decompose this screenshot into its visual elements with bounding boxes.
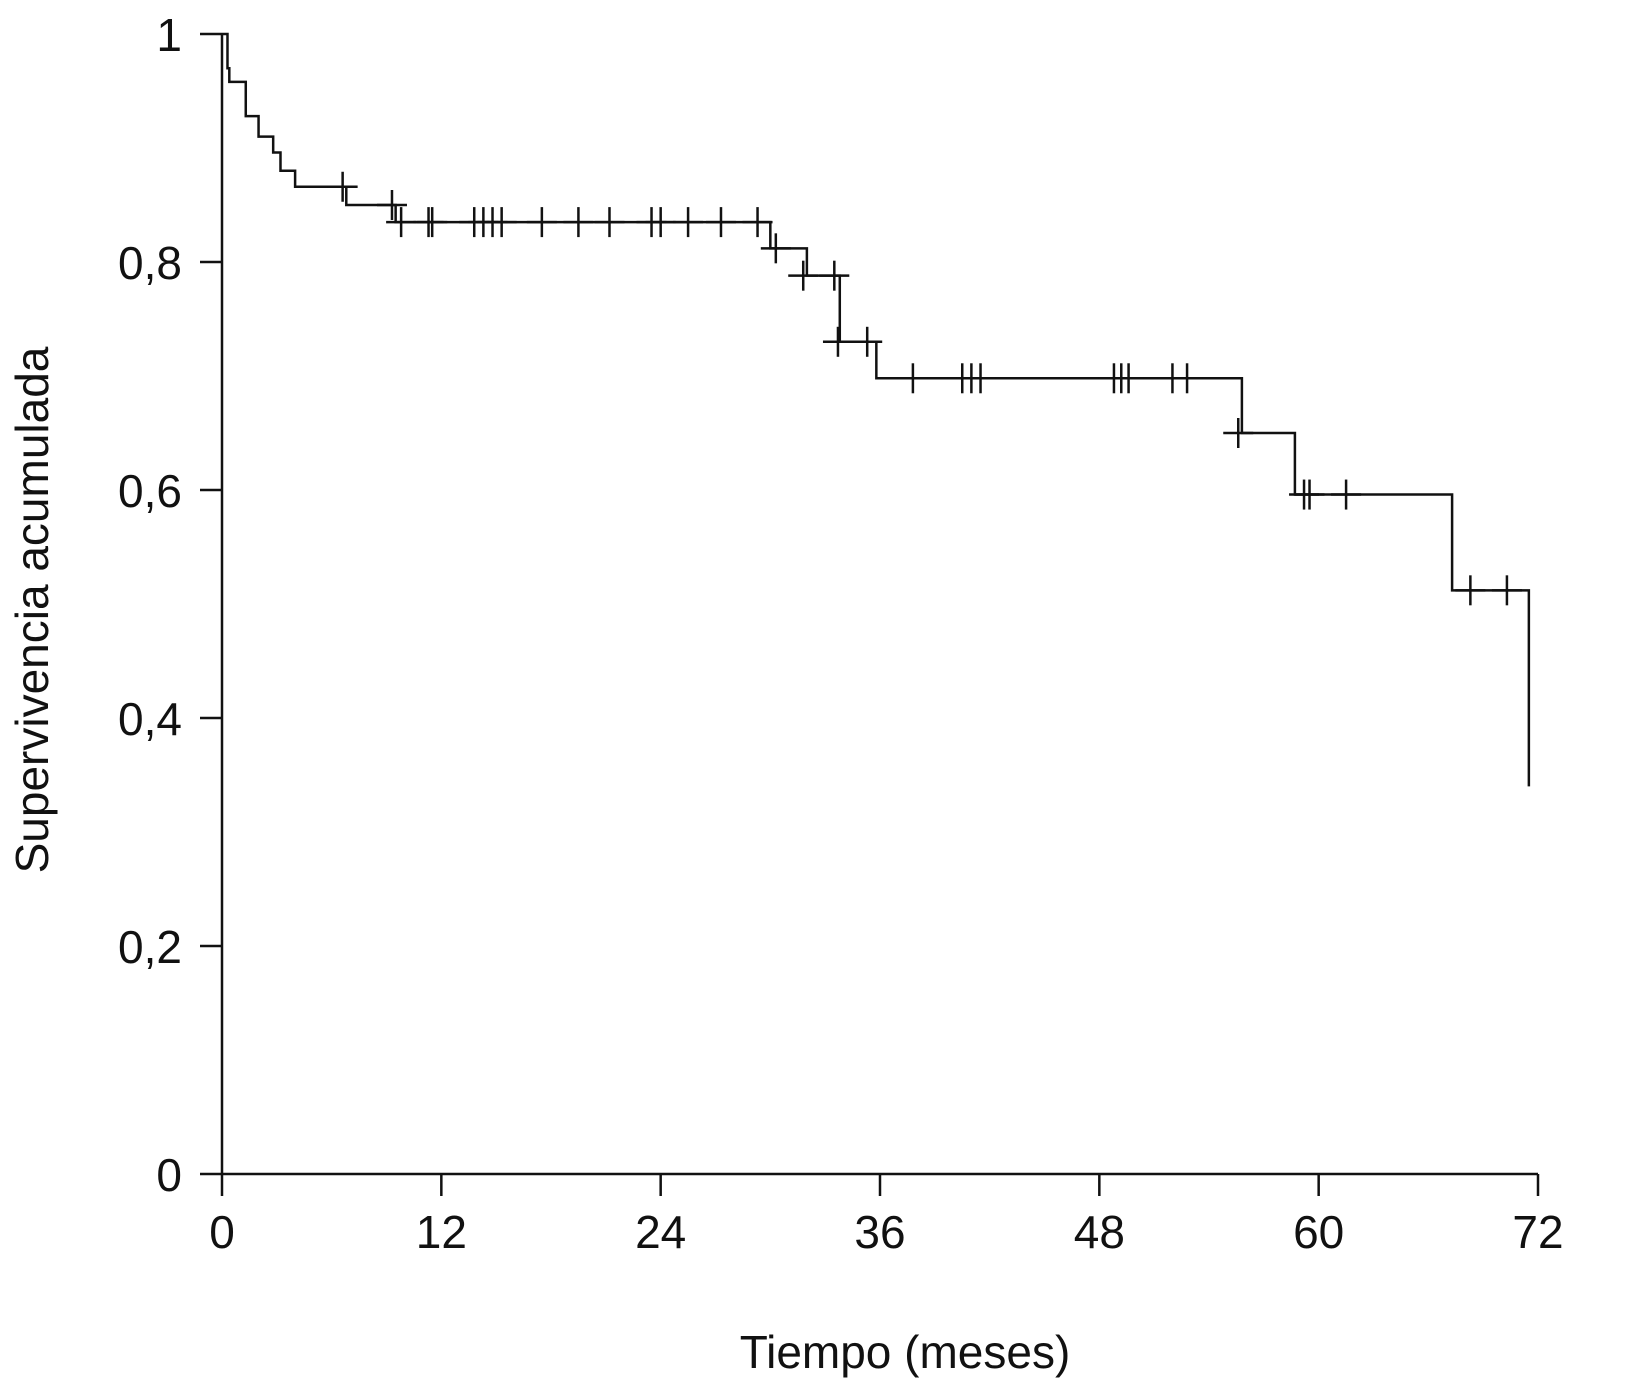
y-tick-label: 0 xyxy=(156,1149,182,1201)
censor-mark xyxy=(417,207,448,238)
censor-mark xyxy=(1455,575,1486,606)
x-tick-label: 0 xyxy=(209,1206,235,1258)
censor-mark xyxy=(852,326,883,357)
axes xyxy=(220,34,1538,1176)
y-tick-label: 0,2 xyxy=(118,921,182,973)
censor-mark xyxy=(563,207,594,238)
censor-mark xyxy=(1113,363,1144,394)
censor-mark xyxy=(1331,479,1362,510)
censor-mark xyxy=(760,233,791,264)
censor-mark xyxy=(742,207,773,238)
censor-mark xyxy=(822,326,853,357)
x-tick-label: 60 xyxy=(1293,1206,1344,1258)
censor-mark xyxy=(1491,575,1522,606)
censor-mark xyxy=(376,190,407,220)
survival-curve xyxy=(222,32,1531,787)
x-axis-label: Tiempo (meses) xyxy=(740,1326,1071,1378)
survival-step-line xyxy=(222,32,1531,787)
y-axis-label: Supervivencia acumulada xyxy=(6,346,58,873)
x-tick-label: 36 xyxy=(854,1206,905,1258)
censor-mark xyxy=(1172,363,1203,394)
x-tick-label: 72 xyxy=(1512,1206,1563,1258)
x-tick-label: 48 xyxy=(1074,1206,1125,1258)
y-tick-label: 0,8 xyxy=(118,237,182,289)
censor-mark xyxy=(1223,418,1254,448)
y-tick-label: 1 xyxy=(156,9,182,61)
censor-mark xyxy=(897,363,928,394)
censor-mark xyxy=(1294,479,1325,510)
censor-mark xyxy=(386,207,417,238)
y-tick-label: 0,4 xyxy=(118,693,182,745)
x-tick-label: 24 xyxy=(635,1206,686,1258)
censor-mark xyxy=(965,363,996,394)
censor-mark xyxy=(645,207,676,238)
censor-marks xyxy=(327,171,1522,606)
ticks: 0 12 24 36 48 60 72 0 0,2 0,4 0,6 0,8 1 xyxy=(118,9,1564,1258)
censor-mark xyxy=(526,207,557,238)
y-tick-label: 0,6 xyxy=(118,465,182,517)
censor-mark xyxy=(705,207,736,238)
censor-mark xyxy=(327,171,358,202)
censor-mark xyxy=(486,207,517,238)
censor-mark xyxy=(788,260,819,291)
censor-mark xyxy=(673,207,704,238)
censor-mark xyxy=(594,207,625,238)
censor-mark xyxy=(819,260,850,291)
x-tick-label: 12 xyxy=(416,1206,467,1258)
